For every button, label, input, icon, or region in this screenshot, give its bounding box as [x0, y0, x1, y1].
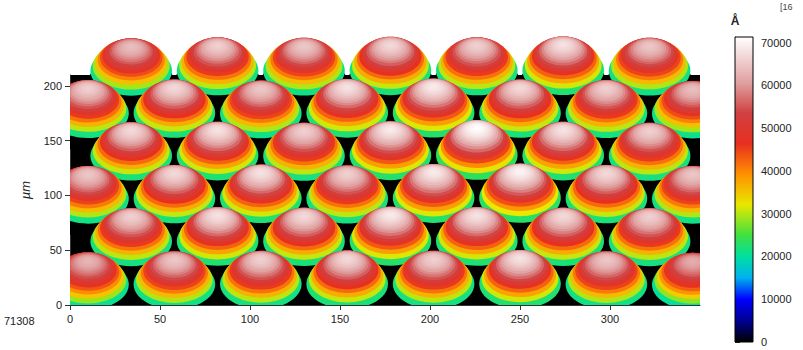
svg-text:71308: 71308 — [4, 315, 35, 327]
svg-text:0: 0 — [67, 313, 73, 325]
svg-text:[16: [16 — [780, 2, 793, 12]
svg-text:50: 50 — [50, 244, 62, 256]
svg-text:200: 200 — [421, 313, 439, 325]
svg-text:300: 300 — [601, 313, 619, 325]
svg-text:10000: 10000 — [761, 293, 792, 305]
svg-text:40000: 40000 — [761, 165, 792, 177]
svg-text:20000: 20000 — [761, 250, 792, 262]
svg-text:100: 100 — [44, 189, 62, 201]
svg-text:0: 0 — [761, 336, 767, 348]
svg-text:150: 150 — [331, 313, 349, 325]
svg-text:250: 250 — [511, 313, 529, 325]
svg-text:70000: 70000 — [761, 37, 792, 49]
svg-text:50: 50 — [154, 313, 166, 325]
svg-text:µm: µm — [18, 181, 33, 199]
svg-text:Å: Å — [731, 13, 740, 28]
svg-text:60000: 60000 — [761, 79, 792, 91]
svg-text:50000: 50000 — [761, 122, 792, 134]
svg-text:200: 200 — [44, 80, 62, 92]
svg-text:100: 100 — [241, 313, 259, 325]
svg-text:150: 150 — [44, 135, 62, 147]
svg-text:0: 0 — [56, 299, 62, 311]
svg-text:30000: 30000 — [761, 208, 792, 220]
